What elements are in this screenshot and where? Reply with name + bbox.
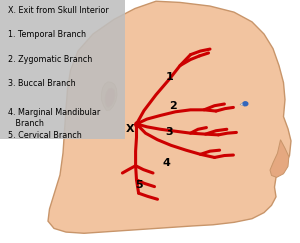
Text: 1: 1 (166, 71, 173, 82)
Text: 2: 2 (169, 101, 176, 111)
Text: 1. Temporal Branch: 1. Temporal Branch (8, 30, 85, 39)
Polygon shape (105, 88, 115, 107)
Polygon shape (101, 82, 117, 111)
Text: 4: 4 (163, 158, 170, 168)
Text: 3. Buccal Branch: 3. Buccal Branch (8, 79, 75, 88)
Text: 4. Marginal Mandibular
   Branch: 4. Marginal Mandibular Branch (8, 108, 100, 128)
Polygon shape (270, 140, 289, 177)
Text: 5: 5 (136, 180, 143, 190)
Text: X. Exit from Skull Interior: X. Exit from Skull Interior (8, 6, 108, 15)
Text: 3: 3 (166, 127, 173, 138)
Text: 5. Cervical Branch: 5. Cervical Branch (8, 131, 81, 140)
Circle shape (243, 102, 248, 106)
Text: 2. Zygomatic Branch: 2. Zygomatic Branch (8, 55, 92, 64)
Polygon shape (240, 102, 247, 106)
FancyBboxPatch shape (0, 0, 124, 139)
Text: X: X (126, 124, 135, 134)
Polygon shape (48, 1, 291, 233)
